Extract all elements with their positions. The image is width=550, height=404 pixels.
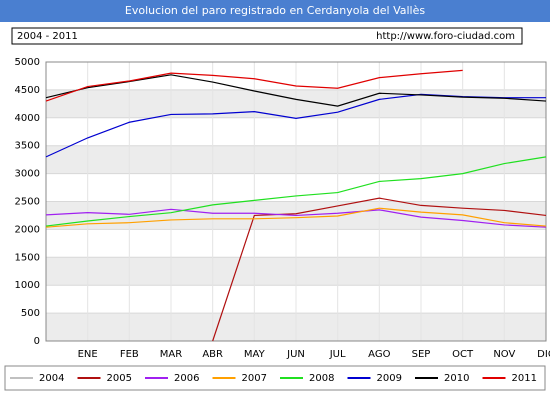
legend-label: 2006	[174, 373, 199, 384]
subtitle: 2004 - 2011	[17, 31, 78, 42]
y-tick-label: 0	[34, 336, 40, 347]
y-tick-label: 4500	[15, 85, 40, 96]
y-tick-label: 2500	[15, 197, 40, 208]
legend-label: 2008	[309, 373, 334, 384]
series-line	[212, 197, 547, 342]
x-tick-label: MAR	[160, 349, 182, 360]
chart-title: Evolucion del paro registrado en Cerdany…	[125, 4, 425, 17]
y-tick-label: 4000	[15, 113, 40, 124]
x-tick-label: SEP	[412, 349, 431, 360]
legend-label: 2005	[107, 373, 132, 384]
y-tick-label: 500	[21, 308, 40, 319]
x-tick-label: AGO	[368, 349, 390, 360]
legend-label: 2004	[39, 373, 64, 384]
x-tick-label: FEB	[120, 349, 139, 360]
legend	[4, 365, 546, 391]
series-line	[45, 207, 547, 228]
legend-label: 2010	[444, 373, 469, 384]
x-tick-label: DIC	[537, 349, 550, 360]
source: http://www.foro-ciudad.com	[376, 31, 515, 42]
x-tick-label: MAY	[244, 349, 266, 360]
y-tick-label: 1000	[15, 280, 40, 291]
legend-label: 2009	[377, 373, 402, 384]
legend-label: 2007	[242, 373, 267, 384]
x-tick-label: JUN	[286, 349, 305, 360]
x-tick-label: ABR	[202, 349, 223, 360]
y-tick-label: 3000	[15, 169, 40, 180]
title-bar	[0, 0, 550, 22]
x-tick-label: NOV	[493, 349, 515, 360]
series-line	[45, 208, 547, 228]
y-tick-label: 3500	[15, 141, 40, 152]
y-tick-label: 2000	[15, 224, 40, 235]
legend-label: 2011	[512, 373, 537, 384]
x-tick-label: JUL	[329, 349, 346, 360]
series-line	[45, 69, 463, 102]
subtitle-box	[11, 27, 523, 45]
series-line	[45, 156, 547, 227]
x-tick-label: ENE	[78, 349, 98, 360]
plot-frame	[45, 61, 547, 342]
y-tick-label: 5000	[15, 57, 40, 68]
y-tick-label: 1500	[15, 252, 40, 263]
x-tick-label: OCT	[452, 349, 474, 360]
